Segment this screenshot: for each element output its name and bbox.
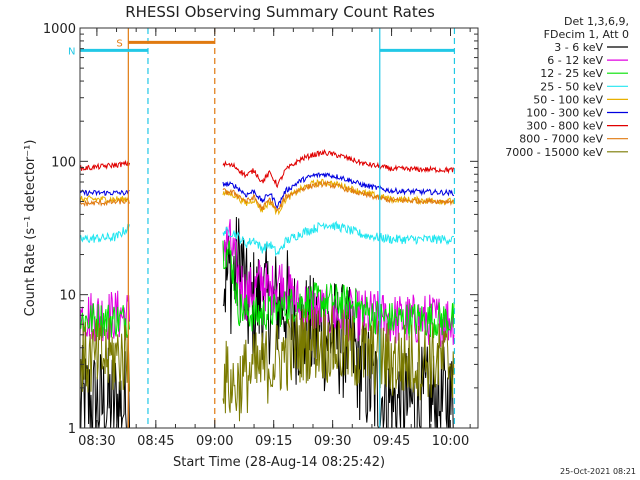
series-line-7 <box>79 180 455 212</box>
generation-timestamp: 25-Oct-2021 08:21 <box>560 467 636 476</box>
flag-label-0: S <box>116 38 122 49</box>
legend-label-5: 100 - 300 keV <box>526 107 603 120</box>
plot-frame <box>79 27 479 429</box>
y-tick-label-1: 10 <box>59 289 76 304</box>
y-tick-label-2: 100 <box>51 155 76 170</box>
axis-layer: 08:30 08:45 09:00 09:15 09:30 09:45 10:00 1 10 10… <box>43 22 478 449</box>
x-tick-label-6: 10:00 <box>432 434 469 449</box>
legend-label-8: 7000 - 15000 keV <box>505 146 603 159</box>
legend-label-7: 800 - 7000 keV <box>519 133 603 146</box>
legend-header-line-1: Det 1,3,6,9, <box>564 15 629 28</box>
legend-label-6: 300 - 800 keV <box>526 120 603 133</box>
series-line-2 <box>79 240 455 339</box>
legend-label-4: 50 - 100 keV <box>533 93 603 106</box>
series-line-8 <box>79 305 455 422</box>
x-tick-label-1: 08:45 <box>137 434 174 449</box>
flag-label-1: N <box>68 46 75 57</box>
chart-title: RHESSI Observing Summary Count Rates <box>125 3 435 21</box>
series-line-3 <box>79 220 455 257</box>
series-line-5 <box>79 171 455 210</box>
legend-label-3: 25 - 50 keV <box>540 80 603 93</box>
series-line-6 <box>79 148 455 189</box>
x-axis-label: Start Time (28-Aug-14 08:25:42) <box>173 455 385 470</box>
x-tick-label-5: 09:45 <box>373 434 410 449</box>
marker-layer: SN <box>68 28 456 428</box>
legend-label-1: 6 - 12 keV <box>547 54 603 67</box>
legend: Det 1,3,6,9, FDecim 1, Att 0 3 - 6 keV6 … <box>505 15 629 159</box>
legend-label-0: 3 - 6 keV <box>554 41 603 54</box>
x-tick-label-4: 09:30 <box>314 434 351 449</box>
x-tick-label-3: 09:15 <box>255 434 292 449</box>
x-tick-label-2: 09:00 <box>196 434 233 449</box>
y-axis-label: Count Rate (s⁻¹ detector⁻¹) <box>23 140 38 317</box>
x-tick-label-0: 08:30 <box>78 434 115 449</box>
y-tick-label-3: 1000 <box>43 22 76 37</box>
legend-header-line-2: FDecim 1, Att 0 <box>544 28 629 41</box>
series-layer <box>79 148 455 429</box>
y-tick-label-0: 1 <box>68 422 76 437</box>
legend-label-2: 12 - 25 keV <box>540 67 603 80</box>
